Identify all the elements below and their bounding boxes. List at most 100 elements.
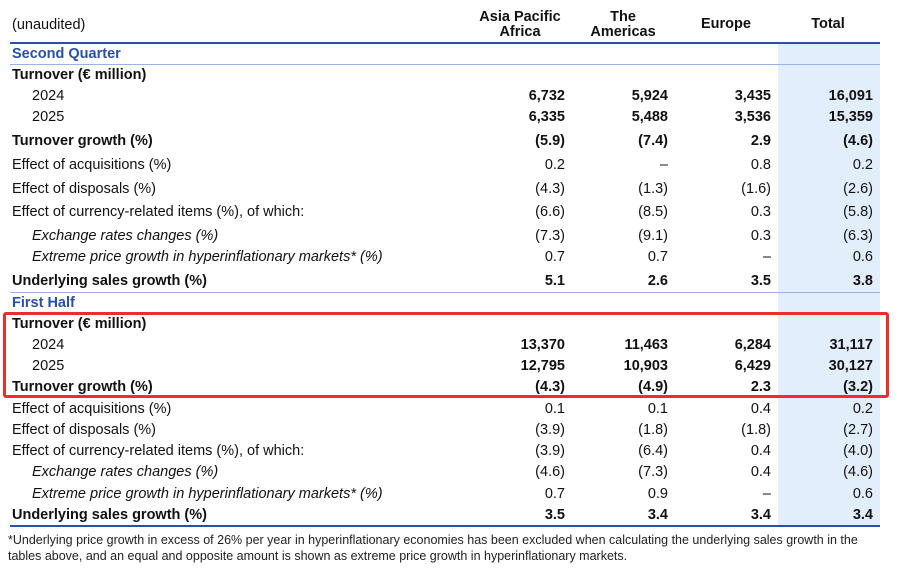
row-label: 2025	[32, 358, 65, 374]
cell-europe: –	[762, 486, 771, 502]
cell-total: 30,127	[828, 358, 873, 374]
cell-the-americas: 5,488	[631, 109, 668, 125]
cell-the-americas: (1.3)	[638, 181, 668, 197]
col-header-line2: Africa	[499, 24, 541, 40]
col-header-asia-pacific-africa: Asia Pacific Africa	[470, 10, 570, 40]
row-label: Effect of acquisitions (%)	[12, 401, 172, 417]
cell-the-americas: 11,463	[624, 337, 668, 353]
cell-the-americas: (6.4)	[638, 443, 668, 459]
row-label: Turnover (€ million)	[12, 67, 147, 83]
row-label: Turnover (€ million)	[12, 316, 147, 332]
cell-europe: 0.3	[750, 204, 771, 220]
row-label: Effect of acquisitions (%)	[12, 157, 172, 173]
row-label: Effect of disposals (%)	[12, 181, 156, 197]
table-row: Effect of currency-related items (%), of…	[0, 202, 899, 223]
table-row: Underlying sales growth (%) 3.5 3.4 3.4 …	[0, 505, 899, 526]
cell-asia-pacific-africa: 6,732	[528, 88, 565, 104]
cell-asia-pacific-africa: 12,795	[520, 358, 565, 374]
cell-the-americas: (8.5)	[638, 204, 668, 220]
cell-asia-pacific-africa: (4.3)	[535, 379, 565, 395]
row-label: Effect of currency-related items (%), of…	[12, 443, 305, 459]
section-rule	[10, 292, 880, 293]
row-label: Underlying sales growth (%)	[12, 273, 207, 289]
cell-europe: –	[762, 249, 771, 265]
cell-asia-pacific-africa: 0.1	[544, 401, 565, 417]
row-label: Exchange rates changes (%)	[32, 228, 219, 244]
cell-the-americas: (7.3)	[638, 464, 668, 480]
highlight-box	[3, 312, 889, 398]
footnote: *Underlying price growth in excess of 26…	[8, 533, 858, 563]
col-header-line1: Asia Pacific	[479, 9, 561, 25]
cell-asia-pacific-africa: (6.6)	[535, 204, 565, 220]
cell-asia-pacific-africa: (3.9)	[535, 443, 565, 459]
cell-the-americas: 2.6	[647, 273, 668, 289]
col-header-line1: Europe	[701, 16, 751, 32]
table-row: 2025 12,795 10,903 6,429 30,127	[0, 356, 899, 377]
row-label: Turnover growth (%)	[12, 379, 153, 395]
table-row: Exchange rates changes (%) (4.6) (7.3) 0…	[0, 462, 899, 483]
table-row: Turnover (€ million)	[0, 314, 899, 335]
col-header-the-americas: The Americas	[573, 10, 673, 40]
cell-the-americas: (4.9)	[638, 379, 668, 395]
cell-europe: (1.6)	[741, 181, 771, 197]
cell-total: 0.2	[852, 401, 873, 417]
cell-total: (2.6)	[843, 181, 873, 197]
cell-total: 3.8	[852, 273, 873, 289]
cell-asia-pacific-africa: (5.9)	[535, 133, 565, 149]
col-header-europe: Europe	[676, 17, 776, 32]
cell-europe: 0.4	[750, 464, 771, 480]
cell-asia-pacific-africa: (4.3)	[535, 181, 565, 197]
cell-asia-pacific-africa: (3.9)	[535, 422, 565, 438]
row-label: Extreme price growth in hyperinflationar…	[32, 486, 383, 502]
table-row: Effect of currency-related items (%), of…	[0, 441, 899, 462]
table-row: Extreme price growth in hyperinflationar…	[0, 484, 899, 505]
col-header-line1: The	[610, 9, 636, 25]
cell-asia-pacific-africa: (4.6)	[535, 464, 565, 480]
table-row: Underlying sales growth (%) 5.1 2.6 3.5 …	[0, 271, 899, 292]
table-row: Turnover growth (%) (4.3) (4.9) 2.3 (3.2…	[0, 377, 899, 398]
cell-europe: 6,429	[734, 358, 771, 374]
col-header-line2: Americas	[590, 24, 656, 40]
cell-asia-pacific-africa: 6,335	[528, 109, 565, 125]
cell-total: (4.6)	[843, 464, 873, 480]
cell-europe: 3,536	[734, 109, 771, 125]
cell-total: 0.6	[852, 249, 873, 265]
row-label: Exchange rates changes (%)	[32, 464, 219, 480]
section-rule	[10, 64, 880, 65]
section-title-second-quarter: Second Quarter	[12, 46, 121, 62]
cell-total: (4.0)	[843, 443, 873, 459]
cell-the-americas: 5,924	[631, 88, 668, 104]
cell-the-americas: –	[659, 157, 668, 173]
cell-asia-pacific-africa: 0.2	[544, 157, 565, 173]
cell-total: 0.6	[852, 486, 873, 502]
cell-europe: 6,284	[734, 337, 771, 353]
cell-total: 16,091	[828, 88, 873, 104]
cell-the-americas: 10,903	[623, 358, 668, 374]
cell-europe: 0.4	[750, 401, 771, 417]
cell-europe: (1.8)	[741, 422, 771, 438]
cell-asia-pacific-africa: 0.7	[544, 486, 565, 502]
table-row: Exchange rates changes (%) (7.3) (9.1) 0…	[0, 226, 899, 247]
section-title-first-half: First Half	[12, 295, 75, 311]
cell-europe: 2.3	[750, 379, 771, 395]
total-column-band	[778, 42, 880, 526]
table-row: Extreme price growth in hyperinflationar…	[0, 247, 899, 268]
table-row: 2024 6,732 5,924 3,435 16,091	[0, 86, 899, 107]
cell-the-americas: (7.4)	[638, 133, 668, 149]
table-row: Effect of acquisitions (%) 0.2 – 0.8 0.2	[0, 155, 899, 176]
cell-total: (5.8)	[843, 204, 873, 220]
cell-the-americas: (1.8)	[638, 422, 668, 438]
row-label: 2024	[32, 337, 65, 353]
table-bottom-rule	[10, 525, 880, 527]
cell-the-americas: (9.1)	[638, 228, 668, 244]
cell-europe: 3.4	[750, 507, 771, 523]
cell-asia-pacific-africa: 5.1	[544, 273, 565, 289]
row-label: Extreme price growth in hyperinflationar…	[32, 249, 383, 265]
cell-total: 0.2	[852, 157, 873, 173]
row-label: Effect of currency-related items (%), of…	[12, 204, 305, 220]
cell-europe: 3.5	[750, 273, 771, 289]
cell-the-americas: 0.7	[647, 249, 668, 265]
cell-europe: 3,435	[734, 88, 771, 104]
cell-europe: 0.8	[750, 157, 771, 173]
cell-total: 31,117	[829, 337, 873, 353]
